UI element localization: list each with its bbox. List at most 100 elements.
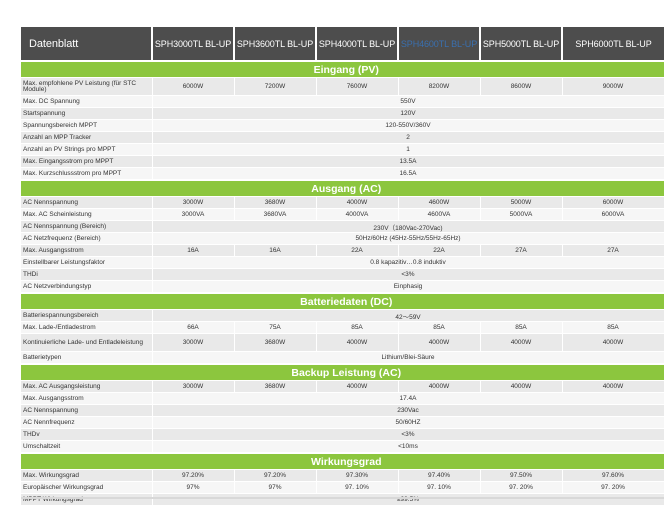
value-cell: 4000W	[562, 333, 664, 352]
shared-value-cell: 2	[152, 131, 664, 144]
value-cell: 4600VA	[398, 208, 481, 221]
value-cell: 4000W	[316, 196, 399, 209]
section-title: Wirkungsgrad	[21, 452, 664, 470]
value-cell: 3000VA	[152, 208, 235, 221]
value-cell: 97.40%	[398, 469, 481, 482]
value-cell: 4000W	[398, 380, 481, 393]
table-row: Einstellbarer Leistungsfaktor 0.8 kapazit…	[21, 256, 664, 269]
value-cell: 3680W	[234, 196, 317, 209]
table-row: AC Nennspannung 230Vac	[21, 404, 664, 417]
table-row: Max. Ausgangsstrom 17.4A	[21, 392, 664, 405]
section-header-row: Batteriedaten (DC)	[21, 292, 664, 310]
value-cell: 27A	[480, 244, 563, 257]
row-label: Einstellbarer Leistungsfaktor	[21, 256, 153, 269]
value-cell: 5000VA	[480, 208, 563, 221]
model-header-highlighted: SPH4600TL BL-UP	[398, 27, 481, 61]
shared-value-cell: 230Vac	[152, 404, 664, 417]
value-cell: 5000W	[480, 196, 563, 209]
row-label: AC Nennspannung	[21, 404, 153, 417]
shared-value-cell: 550V	[152, 95, 664, 108]
row-label: Kontinuierliche Lade- und Entladeleistun…	[21, 333, 153, 352]
value-cell: 85A	[562, 321, 664, 334]
table-row: Max. DC Spannung 550V	[21, 95, 664, 108]
table-row: Max. Lade-/Entladestrom 66A 75A 85A 85A 85A 85…	[21, 321, 664, 334]
table-row: Anzahl an MPP Tracker 2	[21, 131, 664, 144]
section-title: Ausgang (AC)	[21, 179, 664, 197]
table-row: Max. Kurzschlussstrom pro MPPT 16.5A	[21, 167, 664, 181]
value-cell: 3680VA	[234, 208, 317, 221]
table-row: Max. AC Scheinleistung 3000VA 3680VA 4000VA…	[21, 208, 664, 221]
table-row: Startspannung 120V	[21, 107, 664, 120]
row-label: AC Netzverbindungstyp	[21, 280, 153, 294]
value-cell: 4000W	[316, 333, 399, 352]
section-title: Batteriedaten (DC)	[21, 292, 664, 310]
table-row: Europäischer Wirkungsgrad 97% 97% 97. 10% 97…	[21, 481, 664, 494]
shared-value-cell: 13.5A	[152, 155, 664, 168]
shared-value-cell: ≥99.5%	[152, 493, 664, 506]
row-label: Anzahl an MPP Tracker	[21, 131, 153, 144]
value-cell: 4000VA	[316, 208, 399, 221]
table-row: Anzahl an PV Strings pro MPPT 1	[21, 143, 664, 156]
value-cell: 3000W	[152, 333, 235, 352]
value-cell: 6000VA	[562, 208, 664, 221]
value-cell: 22A	[398, 244, 481, 257]
table-body: Eingang (PV) Max. empfohlene PV Leistung …	[21, 60, 664, 506]
value-cell: 22A	[316, 244, 399, 257]
shared-value-cell: Lithium/Blei-Säure	[152, 351, 664, 365]
value-cell: 7200W	[234, 77, 317, 96]
table-row: Batterietypen Lithium/Blei-Säure	[21, 351, 664, 365]
datasheet-table: Datenblatt SPH3000TL BL-UP SPH3600TL BL-…	[21, 27, 664, 506]
table-row: AC Nennfrequenz 50/60HZ	[21, 416, 664, 429]
datasheet: Datenblatt SPH3000TL BL-UP SPH3600TL BL-…	[21, 27, 664, 506]
value-cell: 97. 20%	[562, 481, 664, 494]
header-row: Datenblatt SPH3000TL BL-UP SPH3600TL BL-…	[21, 27, 664, 61]
row-label: Max. Lade-/Entladestrom	[21, 321, 153, 334]
table-row: Kontinuierliche Lade- und Entladeleistun…	[21, 333, 664, 352]
section-header-row: Backup Leistung (AC)	[21, 363, 664, 381]
shared-value-cell: 16.5A	[152, 167, 664, 181]
section-header-row: Ausgang (AC)	[21, 179, 664, 197]
row-label: THDi	[21, 268, 153, 281]
value-cell: 4600W	[398, 196, 481, 209]
row-label: Startspannung	[21, 107, 153, 120]
row-label: Max. AC Ausgangsleistung	[21, 380, 153, 393]
section-title: Backup Leistung (AC)	[21, 363, 664, 381]
table-row: Max. Wirkungsgrad 97.20% 97.20% 97.30% 97.40…	[21, 469, 664, 482]
row-label: AC Nennspannung	[21, 196, 153, 209]
value-cell: 4000W	[562, 380, 664, 393]
value-cell: 97. 10%	[316, 481, 399, 494]
row-label: AC Nennspannung (Bereich)	[21, 220, 153, 233]
row-label: Umschaltzeit	[21, 440, 153, 454]
table-row: Batteriespannungsbereich 42～59V	[21, 309, 664, 322]
value-cell: 16A	[234, 244, 317, 257]
row-label: Max. DC Spannung	[21, 95, 153, 108]
row-label: MPPT Wirkungsgrad	[21, 493, 153, 506]
value-cell: 6000W	[152, 77, 235, 96]
shared-value-cell: 1	[152, 143, 664, 156]
shared-value-cell: 17.4A	[152, 392, 664, 405]
model-header: SPH3600TL BL-UP	[234, 27, 317, 61]
value-cell: 97. 10%	[398, 481, 481, 494]
row-label: Batterietypen	[21, 351, 153, 365]
row-label: Max. Kurzschlussstrom pro MPPT	[21, 167, 153, 181]
table-row: AC Nennspannung (Bereich) 230V（180Vac-270…	[21, 220, 664, 233]
table-row: Spannungsbereich MPPT 120-550V/360V	[21, 119, 664, 132]
table-row: Max. AC Ausgangsleistung 3000W 3680W 4000W 4…	[21, 380, 664, 393]
value-cell: 8200W	[398, 77, 481, 96]
shared-value-cell: Einphasig	[152, 280, 664, 294]
row-label: Max. Wirkungsgrad	[21, 469, 153, 482]
value-cell: 4000W	[480, 380, 563, 393]
value-cell: 75A	[234, 321, 317, 334]
row-label: Max. Eingangsstrom pro MPPT	[21, 155, 153, 168]
row-label: Max. Ausgangsstrom	[21, 392, 153, 405]
value-cell: 66A	[152, 321, 235, 334]
shared-value-cell: 50/60HZ	[152, 416, 664, 429]
value-cell: 8600W	[480, 77, 563, 96]
shared-value-cell: 42～59V	[152, 309, 664, 322]
shared-value-cell: 120V	[152, 107, 664, 120]
table-row: THDv <3%	[21, 428, 664, 441]
section-header-row: Eingang (PV)	[21, 60, 664, 78]
table-row: Max. Eingangsstrom pro MPPT 13.5A	[21, 155, 664, 168]
value-cell: 3680W	[234, 333, 317, 352]
value-cell: 97%	[234, 481, 317, 494]
